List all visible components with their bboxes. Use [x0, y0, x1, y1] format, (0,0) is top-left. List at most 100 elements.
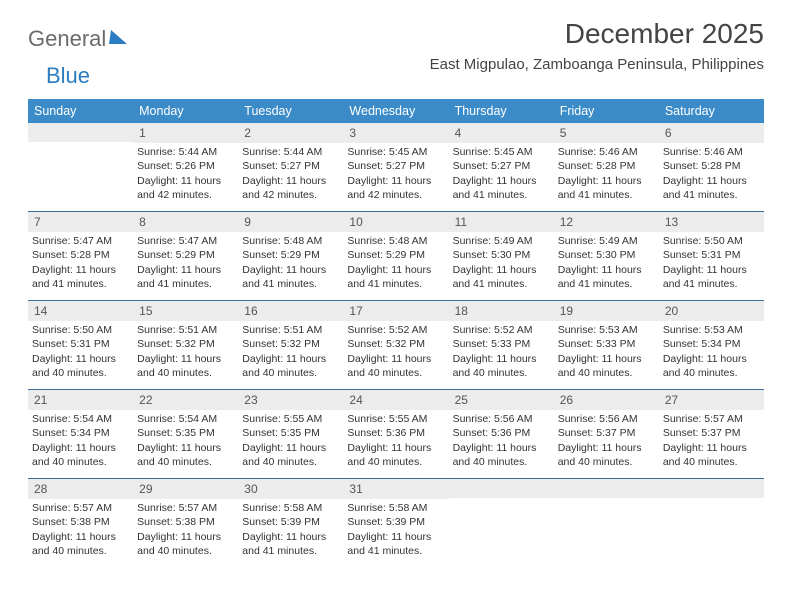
- daylight-text: Daylight: 11 hours and 41 minutes.: [558, 263, 655, 291]
- sunset-text: Sunset: 5:39 PM: [347, 515, 444, 529]
- day-data: [28, 142, 133, 150]
- daylight-text: Daylight: 11 hours and 41 minutes.: [242, 530, 339, 558]
- day-cell: 1Sunrise: 5:44 AMSunset: 5:26 PMDaylight…: [133, 123, 238, 211]
- day-data: Sunrise: 5:47 AMSunset: 5:28 PMDaylight:…: [28, 232, 133, 297]
- daylight-text: Daylight: 11 hours and 41 minutes.: [32, 263, 129, 291]
- day-number: 22: [133, 390, 238, 410]
- day-data: Sunrise: 5:56 AMSunset: 5:36 PMDaylight:…: [449, 410, 554, 475]
- sunrise-text: Sunrise: 5:57 AM: [137, 501, 234, 515]
- day-data: Sunrise: 5:45 AMSunset: 5:27 PMDaylight:…: [449, 143, 554, 208]
- day-cell: 31Sunrise: 5:58 AMSunset: 5:39 PMDayligh…: [343, 479, 448, 567]
- day-data: Sunrise: 5:50 AMSunset: 5:31 PMDaylight:…: [659, 232, 764, 297]
- day-cell: 9Sunrise: 5:48 AMSunset: 5:29 PMDaylight…: [238, 212, 343, 300]
- day-data: Sunrise: 5:58 AMSunset: 5:39 PMDaylight:…: [343, 499, 448, 564]
- sunset-text: Sunset: 5:35 PM: [242, 426, 339, 440]
- logo-text-general: General: [28, 26, 106, 52]
- day-cell: 5Sunrise: 5:46 AMSunset: 5:28 PMDaylight…: [554, 123, 659, 211]
- sunset-text: Sunset: 5:28 PM: [32, 248, 129, 262]
- day-number: 18: [449, 301, 554, 321]
- sunrise-text: Sunrise: 5:46 AM: [663, 145, 760, 159]
- sunset-text: Sunset: 5:33 PM: [558, 337, 655, 351]
- sunrise-text: Sunrise: 5:47 AM: [137, 234, 234, 248]
- daylight-text: Daylight: 11 hours and 41 minutes.: [453, 263, 550, 291]
- day-number: 28: [28, 479, 133, 499]
- day-number: 21: [28, 390, 133, 410]
- day-number: 11: [449, 212, 554, 232]
- sunset-text: Sunset: 5:31 PM: [32, 337, 129, 351]
- day-cell: 8Sunrise: 5:47 AMSunset: 5:29 PMDaylight…: [133, 212, 238, 300]
- day-data: Sunrise: 5:56 AMSunset: 5:37 PMDaylight:…: [554, 410, 659, 475]
- sunset-text: Sunset: 5:35 PM: [137, 426, 234, 440]
- day-cell: 2Sunrise: 5:44 AMSunset: 5:27 PMDaylight…: [238, 123, 343, 211]
- day-cell: [28, 123, 133, 211]
- week-row: 14Sunrise: 5:50 AMSunset: 5:31 PMDayligh…: [28, 301, 764, 390]
- day-cell: 13Sunrise: 5:50 AMSunset: 5:31 PMDayligh…: [659, 212, 764, 300]
- day-number: 6: [659, 123, 764, 143]
- sunset-text: Sunset: 5:26 PM: [137, 159, 234, 173]
- sunset-text: Sunset: 5:37 PM: [558, 426, 655, 440]
- logo-triangle-icon: [109, 30, 129, 44]
- day-number: 15: [133, 301, 238, 321]
- daylight-text: Daylight: 11 hours and 40 minutes.: [453, 352, 550, 380]
- day-cell: 22Sunrise: 5:54 AMSunset: 5:35 PMDayligh…: [133, 390, 238, 478]
- day-number: 20: [659, 301, 764, 321]
- day-number: 23: [238, 390, 343, 410]
- sunset-text: Sunset: 5:30 PM: [558, 248, 655, 262]
- sunrise-text: Sunrise: 5:45 AM: [453, 145, 550, 159]
- day-cell: 21Sunrise: 5:54 AMSunset: 5:34 PMDayligh…: [28, 390, 133, 478]
- sunrise-text: Sunrise: 5:51 AM: [242, 323, 339, 337]
- daylight-text: Daylight: 11 hours and 40 minutes.: [137, 530, 234, 558]
- day-cell: 16Sunrise: 5:51 AMSunset: 5:32 PMDayligh…: [238, 301, 343, 389]
- daylight-text: Daylight: 11 hours and 41 minutes.: [347, 530, 444, 558]
- sunset-text: Sunset: 5:38 PM: [137, 515, 234, 529]
- day-data: Sunrise: 5:58 AMSunset: 5:39 PMDaylight:…: [238, 499, 343, 564]
- sunrise-text: Sunrise: 5:54 AM: [137, 412, 234, 426]
- day-number: 4: [449, 123, 554, 143]
- sunset-text: Sunset: 5:29 PM: [137, 248, 234, 262]
- daylight-text: Daylight: 11 hours and 40 minutes.: [663, 441, 760, 469]
- day-data: Sunrise: 5:51 AMSunset: 5:32 PMDaylight:…: [238, 321, 343, 386]
- day-data: Sunrise: 5:49 AMSunset: 5:30 PMDaylight:…: [449, 232, 554, 297]
- sunrise-text: Sunrise: 5:57 AM: [663, 412, 760, 426]
- sunrise-text: Sunrise: 5:58 AM: [347, 501, 444, 515]
- week-row: 21Sunrise: 5:54 AMSunset: 5:34 PMDayligh…: [28, 390, 764, 479]
- day-number: 2: [238, 123, 343, 143]
- sunset-text: Sunset: 5:32 PM: [242, 337, 339, 351]
- day-cell: 17Sunrise: 5:52 AMSunset: 5:32 PMDayligh…: [343, 301, 448, 389]
- day-number: 1: [133, 123, 238, 143]
- dayname-wed: Wednesday: [343, 99, 448, 123]
- day-data: Sunrise: 5:52 AMSunset: 5:33 PMDaylight:…: [449, 321, 554, 386]
- daylight-text: Daylight: 11 hours and 40 minutes.: [347, 352, 444, 380]
- sunset-text: Sunset: 5:34 PM: [663, 337, 760, 351]
- page-subtitle: East Migpulao, Zamboanga Peninsula, Phil…: [430, 56, 764, 73]
- sunset-text: Sunset: 5:34 PM: [32, 426, 129, 440]
- day-cell: 27Sunrise: 5:57 AMSunset: 5:37 PMDayligh…: [659, 390, 764, 478]
- sunrise-text: Sunrise: 5:46 AM: [558, 145, 655, 159]
- day-data: Sunrise: 5:46 AMSunset: 5:28 PMDaylight:…: [659, 143, 764, 208]
- sunset-text: Sunset: 5:28 PM: [663, 159, 760, 173]
- daylight-text: Daylight: 11 hours and 40 minutes.: [347, 441, 444, 469]
- sunrise-text: Sunrise: 5:48 AM: [242, 234, 339, 248]
- day-data: Sunrise: 5:44 AMSunset: 5:26 PMDaylight:…: [133, 143, 238, 208]
- sunrise-text: Sunrise: 5:48 AM: [347, 234, 444, 248]
- sunset-text: Sunset: 5:37 PM: [663, 426, 760, 440]
- day-data: Sunrise: 5:47 AMSunset: 5:29 PMDaylight:…: [133, 232, 238, 297]
- dayname-thu: Thursday: [449, 99, 554, 123]
- daylight-text: Daylight: 11 hours and 40 minutes.: [32, 441, 129, 469]
- day-cell: [554, 479, 659, 567]
- sunset-text: Sunset: 5:29 PM: [242, 248, 339, 262]
- day-cell: 12Sunrise: 5:49 AMSunset: 5:30 PMDayligh…: [554, 212, 659, 300]
- sunrise-text: Sunrise: 5:49 AM: [453, 234, 550, 248]
- logo-text-blue: Blue: [46, 63, 90, 89]
- daylight-text: Daylight: 11 hours and 42 minutes.: [242, 174, 339, 202]
- sunrise-text: Sunrise: 5:58 AM: [242, 501, 339, 515]
- day-cell: 6Sunrise: 5:46 AMSunset: 5:28 PMDaylight…: [659, 123, 764, 211]
- day-data: [659, 498, 764, 506]
- sunrise-text: Sunrise: 5:53 AM: [663, 323, 760, 337]
- day-cell: 3Sunrise: 5:45 AMSunset: 5:27 PMDaylight…: [343, 123, 448, 211]
- day-number: [554, 479, 659, 498]
- daylight-text: Daylight: 11 hours and 40 minutes.: [242, 352, 339, 380]
- day-number: 30: [238, 479, 343, 499]
- day-number: 26: [554, 390, 659, 410]
- day-cell: 19Sunrise: 5:53 AMSunset: 5:33 PMDayligh…: [554, 301, 659, 389]
